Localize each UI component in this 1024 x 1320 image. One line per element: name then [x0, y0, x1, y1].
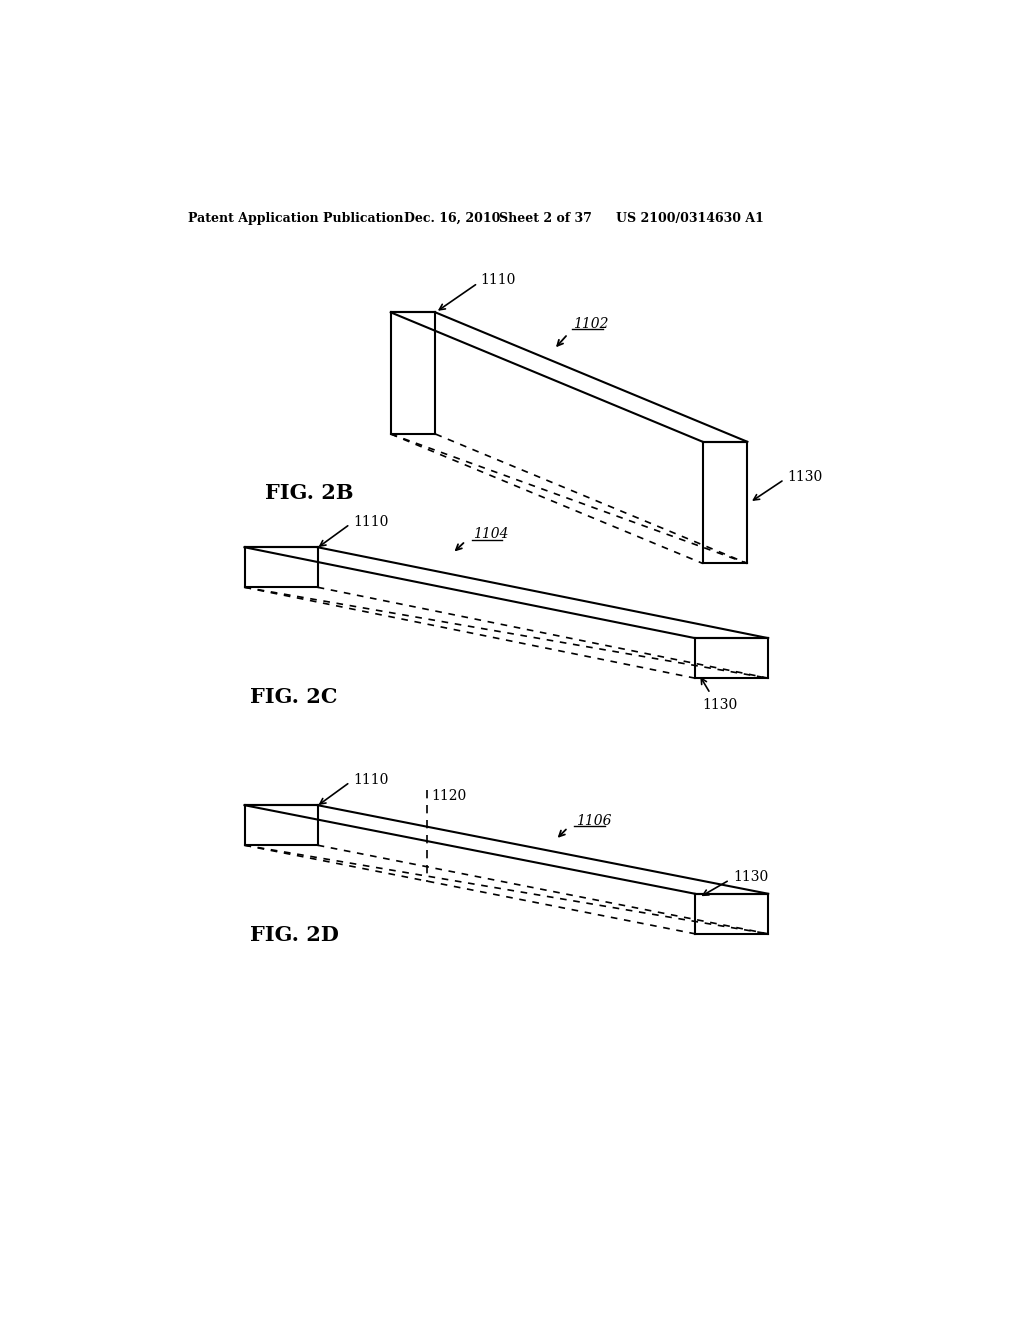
- Text: 1110: 1110: [480, 273, 515, 286]
- Text: 1120: 1120: [431, 789, 466, 803]
- Text: 1130: 1130: [787, 470, 822, 484]
- Text: FIG. 2D: FIG. 2D: [250, 924, 339, 945]
- Text: 1110: 1110: [353, 515, 388, 529]
- Text: 1102: 1102: [573, 317, 609, 331]
- Text: 1110: 1110: [353, 772, 388, 787]
- Text: FIG. 2B: FIG. 2B: [265, 483, 354, 503]
- Text: 1130: 1130: [733, 870, 769, 884]
- Text: Patent Application Publication: Patent Application Publication: [188, 213, 403, 224]
- Text: FIG. 2C: FIG. 2C: [250, 688, 338, 708]
- Text: 1106: 1106: [575, 813, 611, 828]
- Text: US 2100/0314630 A1: US 2100/0314630 A1: [615, 213, 764, 224]
- Text: 1130: 1130: [702, 698, 738, 711]
- Text: Sheet 2 of 37: Sheet 2 of 37: [499, 213, 592, 224]
- Text: Dec. 16, 2010: Dec. 16, 2010: [403, 213, 501, 224]
- Text: 1104: 1104: [473, 527, 509, 541]
